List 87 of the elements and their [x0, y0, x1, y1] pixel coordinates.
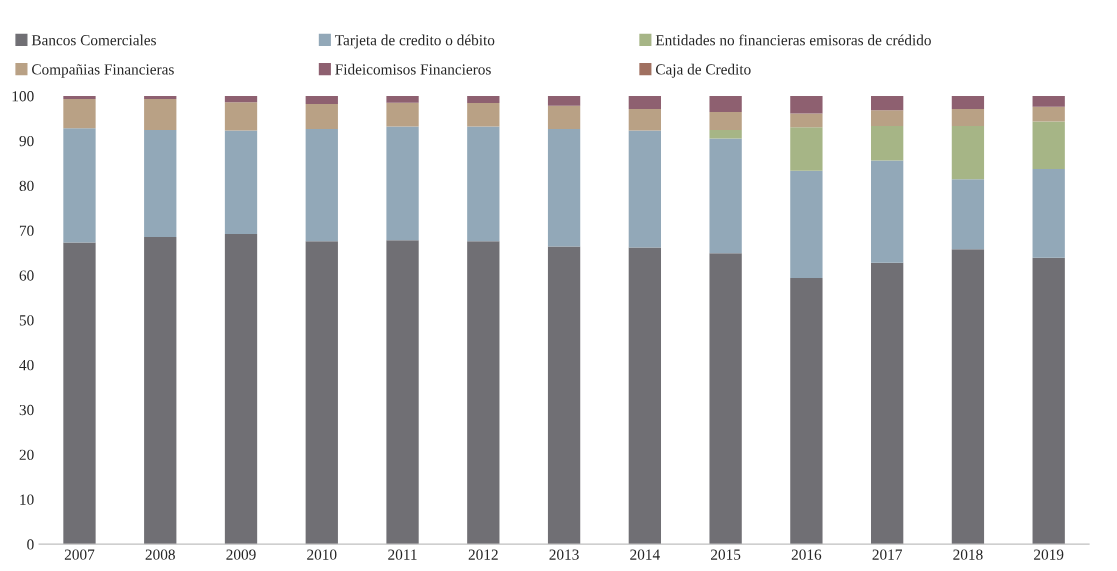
bar — [144, 129, 177, 238]
bar — [224, 95, 258, 103]
y-tick-label: 40 — [19, 360, 34, 371]
bar — [144, 95, 177, 100]
x-tick-label: 2013 — [549, 549, 579, 560]
x-tick-label: 2015 — [711, 549, 741, 560]
bar — [386, 126, 419, 241]
bar — [305, 129, 338, 242]
bar — [63, 99, 96, 129]
x-tick-label: 2019 — [1034, 549, 1064, 560]
y-tick-label: 10 — [20, 494, 34, 505]
bar — [871, 125, 904, 161]
legend-label: Fideicomisos Financieros — [335, 63, 491, 75]
bar — [1032, 121, 1065, 169]
bar — [144, 237, 177, 545]
bar — [467, 95, 500, 104]
bar — [790, 113, 823, 128]
bar — [790, 277, 823, 545]
bar — [871, 110, 904, 126]
bar — [1032, 168, 1065, 258]
bar — [871, 95, 904, 111]
legend-label: Tarjeta de credito o débito — [335, 34, 495, 49]
bar — [628, 247, 662, 545]
bar — [709, 95, 742, 113]
bar — [305, 95, 338, 104]
x-tick-label: 2017 — [872, 549, 902, 560]
bar — [709, 112, 742, 130]
bar — [547, 105, 581, 130]
legend-label: Compañias Financieras — [32, 64, 174, 78]
bar — [790, 127, 823, 171]
bar — [1032, 257, 1065, 545]
bar — [224, 102, 258, 131]
bar — [467, 103, 500, 127]
bar — [628, 108, 662, 131]
y-tick-label: 20 — [19, 449, 34, 460]
bar — [951, 125, 985, 180]
bar — [467, 241, 500, 545]
y-tick-label: 0 — [27, 539, 34, 550]
bar — [144, 99, 177, 130]
bar — [790, 95, 823, 114]
bar — [386, 240, 419, 545]
bar — [386, 102, 419, 127]
y-tick-label: 100 — [12, 91, 34, 102]
y-tick-label: 60 — [19, 270, 34, 281]
bar — [871, 262, 904, 545]
x-tick-label: 2012 — [468, 549, 498, 560]
bar — [628, 130, 662, 248]
x-tick-label: 2016 — [791, 549, 822, 560]
bar — [951, 95, 985, 109]
bar — [63, 128, 96, 243]
legend-label: Entidades no financieras emisoras de crédido — [655, 34, 931, 46]
x-tick-label: 2007 — [64, 549, 95, 560]
bar — [305, 241, 338, 545]
bar — [224, 233, 258, 545]
bar — [467, 126, 500, 242]
bar — [709, 138, 742, 254]
x-tick-label: 2010 — [307, 549, 337, 560]
bar — [951, 108, 985, 126]
bar — [547, 129, 581, 247]
x-tick-label: 2018 — [953, 549, 983, 560]
bar — [1032, 95, 1065, 107]
bar — [63, 95, 96, 100]
bar — [628, 95, 662, 109]
y-tick-label: 90 — [19, 135, 34, 147]
bar — [709, 253, 742, 545]
bar — [224, 130, 258, 234]
y-tick-label: 70 — [19, 225, 34, 236]
bar — [871, 160, 904, 263]
bar — [63, 242, 96, 545]
legend-label: Caja de Credito — [655, 63, 751, 78]
y-tick-label: 80 — [19, 180, 34, 192]
legend-label: Bancos Comerciales — [31, 34, 156, 46]
x-tick-label: 2014 — [630, 549, 660, 560]
bar — [386, 95, 419, 103]
bar — [1032, 106, 1065, 122]
bar — [547, 95, 581, 106]
bar — [709, 129, 742, 139]
y-tick-label: 30 — [19, 404, 34, 416]
y-tick-label: 50 — [19, 315, 34, 326]
bar — [951, 179, 985, 250]
bar — [305, 104, 338, 130]
bar — [547, 246, 581, 545]
bar — [790, 170, 823, 278]
x-tick-label: 2011 — [388, 549, 417, 560]
x-tick-label: 2009 — [226, 549, 256, 560]
x-tick-label: 2008 — [145, 549, 175, 560]
bar — [951, 249, 985, 545]
